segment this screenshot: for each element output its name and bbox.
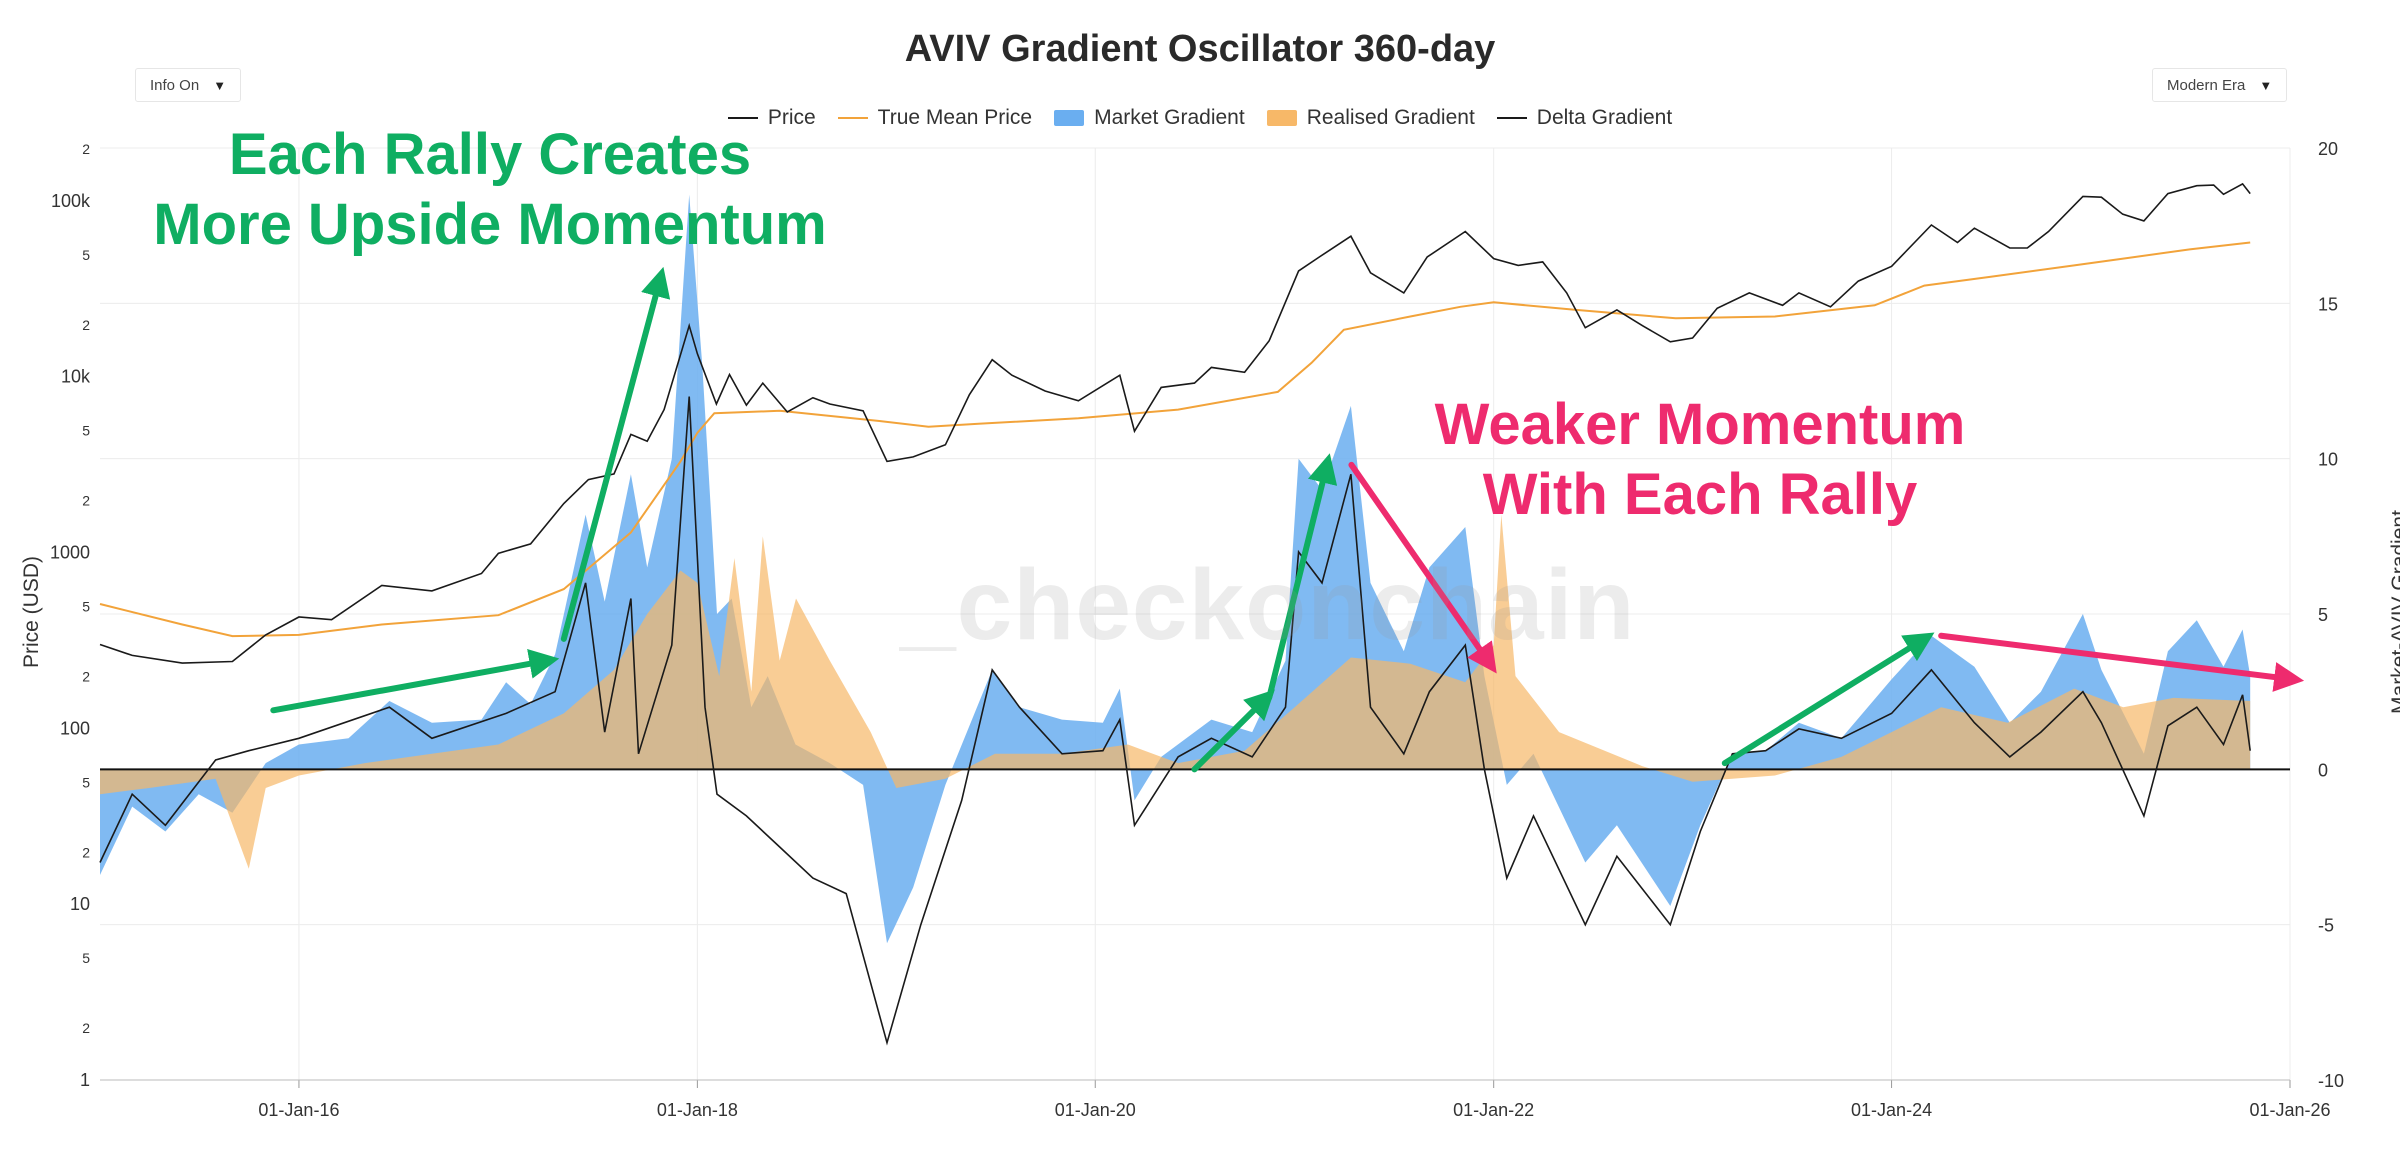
annotation-arrow-pink [1348, 461, 1497, 674]
y-left-tick-label: 100k [51, 191, 91, 211]
legend-swatch [1054, 110, 1085, 126]
x-tick-label: 01-Jan-16 [258, 1100, 339, 1120]
y-left-tick-label: 2 [82, 317, 90, 333]
info-toggle[interactable]: Info On ▼ [135, 68, 242, 102]
annotation-arrow-green [1721, 632, 1935, 767]
y-left-tick-label: 2 [82, 1020, 90, 1036]
y-left-tick-label: 10 [70, 894, 90, 914]
legend-item-market-gradient[interactable]: Market Gradient [1054, 106, 1245, 130]
legend-swatch [837, 117, 868, 119]
y-right-axis-title: Market-AVIV Gradient [2388, 502, 2400, 722]
legend-item-realised-gradient[interactable]: Realised Gradient [1266, 106, 1475, 130]
y-left-tick-label: 100 [60, 718, 90, 738]
gradient-areas [100, 194, 2251, 944]
legend-item-delta-gradient[interactable]: Delta Gradient [1496, 106, 1673, 130]
x-tick-label: 01-Jan-24 [1851, 1100, 1932, 1120]
x-tick-label: 01-Jan-22 [1453, 1100, 1534, 1120]
series-lines [99, 182, 2251, 1046]
y-right-tick-label: -5 [2318, 916, 2334, 936]
legend-label: Market Gradient [1094, 106, 1245, 129]
annotation-pink-text: Weaker Momentum With Each Rally [1434, 392, 1966, 527]
y-left-tick-label: 10k [61, 367, 91, 387]
y-right-tick-label: 10 [2318, 450, 2338, 470]
annotation-arrow-green [560, 266, 671, 642]
era-select[interactable]: Modern Era ▼ [2152, 68, 2288, 102]
realised-gradient-area [100, 514, 2251, 869]
legend-label: Price [767, 106, 816, 129]
y-left-tick-label: 5 [82, 247, 90, 263]
annotation-arrow-green [1266, 453, 1338, 701]
y-left-tick-label: 2 [82, 668, 90, 684]
x-tick-label: 01-Jan-18 [657, 1100, 738, 1120]
legend-label: True Mean Price [877, 106, 1033, 129]
y-right-tick-label: -10 [2318, 1071, 2344, 1091]
legend-swatch [1496, 117, 1527, 119]
chevron-down-icon: ▼ [213, 77, 227, 93]
price-line [99, 182, 2251, 664]
legend-item-price[interactable]: Price [727, 106, 816, 130]
annotation-arrow-green [270, 649, 560, 714]
y-right-tick-label: 0 [2318, 760, 2328, 780]
legend-label: Delta Gradient [1536, 106, 1673, 129]
watermark: _checkonchain [900, 549, 1636, 661]
legend-label: Realised Gradient [1306, 106, 1475, 129]
annotation-arrow-pink [1938, 632, 2305, 692]
y-right-tick-label: 5 [2318, 605, 2328, 625]
y-left-tick-label: 5 [82, 950, 90, 966]
y-left-tick-label: 2 [82, 844, 90, 860]
x-tick-label: 01-Jan-20 [1055, 1100, 1136, 1120]
annotation-green: Each Rally Creates More Upside Momentum [110, 120, 870, 259]
y-left-tick-label: 5 [82, 423, 90, 439]
annotation-green-text: Each Rally Creates More Upside Momentum [153, 122, 827, 257]
y-left-axis-title: Price (USD) [20, 556, 44, 668]
era-select-label: Modern Era [2167, 76, 2246, 94]
y-left-tick-label: 2 [82, 493, 90, 509]
y-left-tick-label: 5 [82, 774, 90, 790]
legend-item-true-mean-price[interactable]: True Mean Price [837, 106, 1033, 130]
legend-swatch [727, 117, 758, 119]
annotation-arrow-green [1191, 689, 1275, 773]
y-left-axis-title-text: Price (USD) [20, 555, 44, 669]
delta-gradient-line [99, 396, 2251, 1046]
x-tick-label: 01-Jan-26 [2249, 1100, 2330, 1120]
y-right-axis-title-text: Market-AVIV Gradient [2388, 510, 2400, 714]
legend: Price True Mean Price Market Gradient Re… [0, 106, 2400, 130]
y-left-tick-label: 2 [82, 141, 90, 157]
y-right-tick-label: 20 [2318, 139, 2338, 159]
annotation-arrows [270, 266, 2305, 773]
chart-title: AVIV Gradient Oscillator 360-day [904, 28, 1496, 70]
chevron-down-icon: ▼ [2259, 77, 2273, 93]
info-toggle-label: Info On [150, 76, 200, 94]
legend-swatch [1266, 110, 1297, 126]
true-mean-price-line [99, 241, 2251, 638]
y-right-tick-label: 15 [2318, 294, 2338, 314]
y-left-tick-label: 1 [80, 1070, 90, 1090]
annotation-pink: Weaker Momentum With Each Rally [1360, 390, 2040, 529]
y-left-tick-label: 1000 [50, 543, 90, 563]
y-left-tick-label: 5 [82, 598, 90, 614]
grid-lines [100, 147, 2291, 1081]
